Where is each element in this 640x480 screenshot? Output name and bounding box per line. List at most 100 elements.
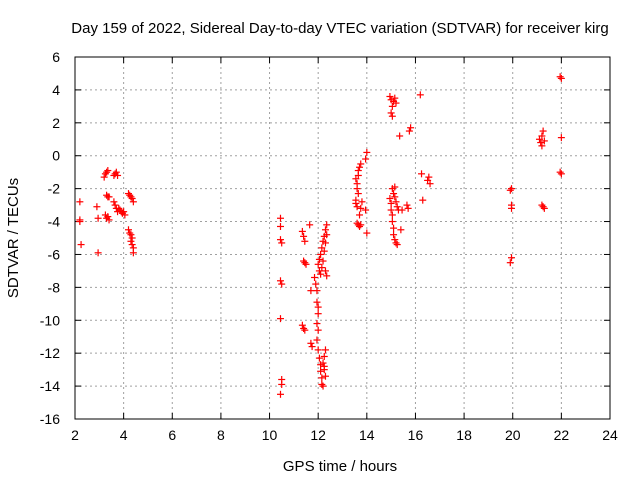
data-point bbox=[315, 255, 323, 263]
data-point bbox=[320, 352, 328, 360]
data-point bbox=[392, 99, 400, 107]
data-point bbox=[318, 380, 326, 388]
y-tick-label: -4 bbox=[48, 214, 61, 230]
data-point bbox=[300, 232, 308, 240]
data-point bbox=[354, 190, 362, 198]
data-point bbox=[321, 239, 329, 247]
data-point bbox=[362, 155, 370, 163]
data-point bbox=[105, 216, 113, 224]
data-point bbox=[301, 237, 309, 245]
data-point bbox=[76, 198, 84, 206]
data-point bbox=[276, 236, 284, 244]
data-point bbox=[556, 168, 564, 176]
data-point bbox=[539, 203, 547, 211]
data-point bbox=[314, 260, 322, 268]
data-point bbox=[393, 203, 401, 211]
x-tick-label: 24 bbox=[602, 427, 618, 443]
y-tick-label: -6 bbox=[48, 246, 61, 262]
x-tick-label: 14 bbox=[359, 427, 375, 443]
data-point bbox=[125, 226, 132, 234]
data-point bbox=[298, 321, 306, 329]
data-point bbox=[392, 198, 400, 206]
data-point bbox=[353, 180, 361, 188]
data-point bbox=[302, 260, 310, 268]
data-point bbox=[307, 339, 315, 347]
data-point bbox=[127, 237, 135, 245]
data-point bbox=[105, 193, 113, 201]
data-point bbox=[121, 211, 129, 219]
data-point bbox=[276, 315, 284, 323]
data-point bbox=[300, 325, 308, 332]
data-point bbox=[317, 250, 325, 258]
data-point bbox=[317, 270, 325, 278]
data-point bbox=[94, 249, 102, 257]
y-tick-label: -14 bbox=[40, 378, 60, 394]
data-point bbox=[356, 163, 364, 171]
data-point bbox=[388, 218, 396, 226]
data-point bbox=[425, 173, 433, 181]
data-point bbox=[120, 208, 128, 216]
data-point bbox=[313, 320, 321, 328]
data-point bbox=[387, 109, 395, 117]
data-point bbox=[307, 287, 315, 295]
data-point bbox=[111, 201, 119, 209]
data-point bbox=[76, 218, 84, 226]
data-point bbox=[314, 310, 322, 318]
x-tick-label: 4 bbox=[120, 427, 128, 443]
data-point bbox=[353, 203, 361, 211]
data-point bbox=[363, 229, 371, 237]
data-point bbox=[538, 142, 546, 150]
data-point bbox=[390, 224, 398, 232]
data-point bbox=[278, 239, 286, 247]
data-point bbox=[390, 231, 398, 239]
x-tick-label: 8 bbox=[217, 427, 225, 443]
data-point bbox=[557, 134, 565, 142]
data-point bbox=[77, 241, 85, 249]
data-point bbox=[352, 175, 360, 183]
data-point bbox=[539, 127, 547, 135]
data-point bbox=[393, 241, 401, 249]
data-point bbox=[301, 326, 309, 334]
x-tick-label: 10 bbox=[262, 427, 278, 443]
x-tick-label: 22 bbox=[554, 427, 570, 443]
y-tick-label: -8 bbox=[48, 279, 61, 295]
data-point bbox=[314, 326, 322, 334]
data-point bbox=[538, 132, 546, 140]
data-point bbox=[398, 206, 406, 214]
data-point bbox=[276, 222, 284, 230]
data-point bbox=[308, 343, 316, 351]
data-point bbox=[537, 139, 545, 147]
data-point bbox=[314, 303, 322, 311]
data-point bbox=[390, 190, 398, 198]
data-point bbox=[419, 196, 427, 204]
data-point bbox=[313, 287, 321, 295]
data-point bbox=[276, 390, 284, 398]
data-point bbox=[407, 124, 415, 132]
data-point bbox=[128, 195, 136, 203]
x-tick-label: 20 bbox=[505, 427, 521, 443]
data-point bbox=[320, 362, 328, 370]
data-point bbox=[103, 168, 111, 176]
data-point bbox=[386, 92, 394, 100]
data-point bbox=[323, 221, 331, 229]
data-point bbox=[104, 167, 112, 175]
data-point bbox=[358, 198, 366, 206]
data-point bbox=[321, 267, 329, 275]
data-point bbox=[94, 214, 102, 222]
data-point bbox=[319, 359, 327, 367]
y-axis-label: SDTVAR / TECUs bbox=[5, 178, 22, 298]
data-point bbox=[129, 198, 137, 206]
data-point bbox=[418, 170, 426, 178]
data-point bbox=[506, 259, 514, 267]
data-point bbox=[114, 171, 122, 179]
data-point bbox=[127, 231, 135, 239]
x-tick-label: 16 bbox=[408, 427, 424, 443]
data-point bbox=[387, 199, 395, 207]
data-point bbox=[314, 346, 322, 354]
x-tick-label: 2 bbox=[71, 427, 79, 443]
data-point bbox=[321, 226, 329, 234]
data-point bbox=[391, 193, 399, 201]
data-point bbox=[556, 73, 564, 81]
